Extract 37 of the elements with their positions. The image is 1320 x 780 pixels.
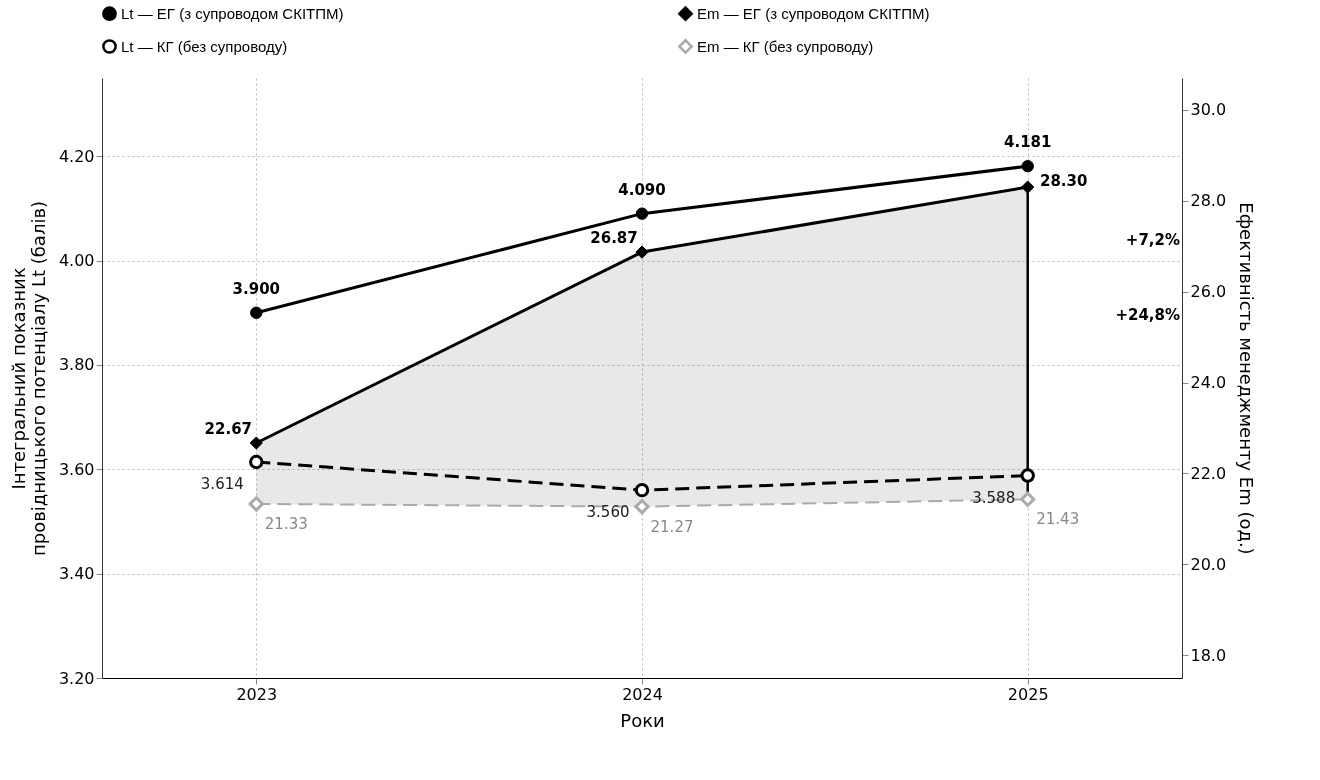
data-label: 21.27 (650, 517, 694, 536)
y-tick-label: 4.00 (58, 251, 95, 271)
y2-tick-label: 28.0 (1190, 191, 1227, 211)
y-tick-label: 4.20 (58, 146, 95, 166)
y2-tick-label: 22.0 (1190, 463, 1227, 483)
legend-label: Lt — КГ (без супроводу) (121, 37, 288, 55)
data-label: 28.30 (1039, 172, 1088, 191)
y2-tick-label: 18.0 (1190, 645, 1227, 665)
y-tick-label: 3.20 (58, 668, 95, 688)
x-axis-title: Роки (620, 709, 665, 731)
y-axis-title: Інтегральний показник провідницького потенціалу Lt (балів) (7, 200, 49, 557)
data-label: 3.560 (586, 503, 630, 522)
data-label: 4.181 (1003, 133, 1052, 152)
data-label: 21.43 (1036, 510, 1080, 529)
data-label: 21.33 (264, 514, 308, 533)
y2-axis-title: Ефективність менеджменту Em (од.) (1236, 202, 1258, 555)
y2-tick-label: 30.0 (1190, 100, 1227, 120)
data-label: 4.090 (618, 180, 666, 199)
x-tick-label: 2023 (236, 684, 278, 704)
x-tick-label: 2025 (1007, 684, 1049, 704)
data-label: 3.614 (200, 475, 244, 493)
y-tick-label: 3.80 (58, 355, 95, 375)
y2-tick-label: 26.0 (1190, 282, 1227, 302)
data-label: 22.67 (204, 420, 253, 438)
y-tick-label: 3.40 (58, 564, 95, 584)
y-tick-label: 3.60 (58, 459, 95, 479)
data-label: 3.900 (232, 279, 281, 298)
y2-tick-label: 20.0 (1190, 554, 1227, 574)
annotation: +7,2% (1125, 231, 1180, 249)
legend-label: Em — КГ (без супроводу) (697, 37, 874, 55)
y2-tick-label: 24.0 (1190, 373, 1227, 393)
annotation: +24,8% (1115, 306, 1180, 324)
legend-label: Em — ЕГ (з супроводом СКІТПМ) (697, 4, 930, 22)
data-label: 3.588 (972, 488, 1016, 507)
x-tick-label: 2024 (622, 684, 663, 704)
data-label: 26.87 (590, 229, 638, 248)
legend-label: Lt — ЕГ (з супроводом СКІТПМ) (121, 4, 344, 22)
